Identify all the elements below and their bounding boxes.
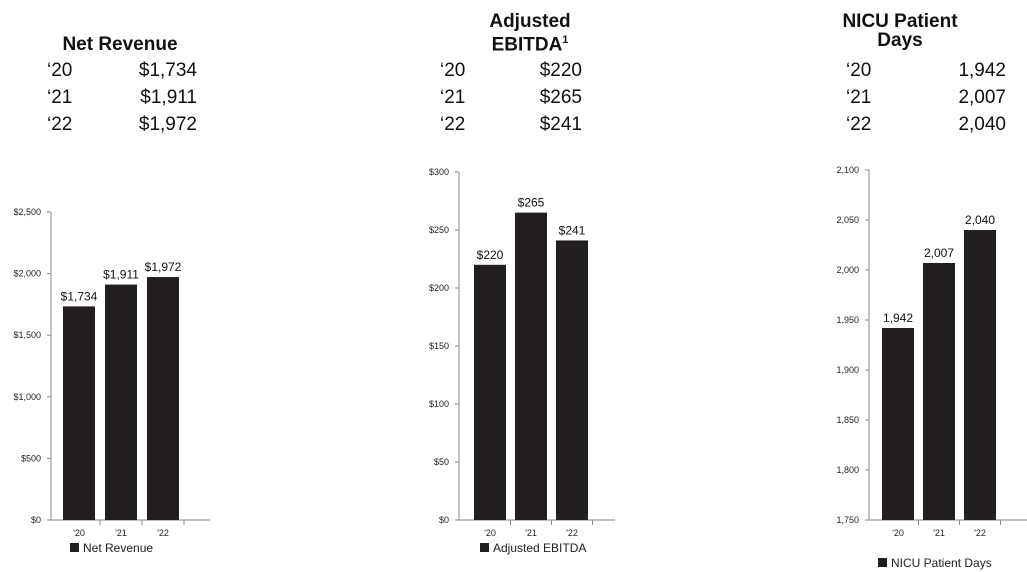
x-tick-label: '21 [933,528,945,538]
summary-title: NICU Patient Days [810,12,990,50]
summary-year: ‘20 [440,60,466,81]
bar [964,230,996,520]
summary-title: Adjusted EBITDA1 [430,12,630,54]
x-tick-label: '22 [157,528,169,538]
x-tick-label: '22 [974,528,986,538]
summary-value: 2,007 [958,87,1006,108]
summary-value: 1,942 [958,60,1006,81]
summary-value: $220 [539,60,582,81]
legend-swatch [480,543,489,552]
y-tick-label: 2,100 [836,165,859,175]
summary-value: $1,911 [140,87,197,108]
y-tick-label: $100 [429,399,449,409]
summary-title-line2: Days [877,30,923,51]
summary-year: ‘21 [440,87,466,108]
summary-year: ‘22 [846,114,872,135]
y-tick-label: 2,000 [836,265,859,275]
legend-label: Adjusted EBITDA [493,541,586,555]
y-tick-label: 1,950 [836,315,859,325]
y-tick-label: $500 [21,453,41,463]
summary-value: $1,734 [138,60,197,81]
bar [882,328,914,520]
legend-swatch [70,543,79,552]
summary-title-line1: NICU Patient [842,11,958,32]
y-tick-label: $1,500 [13,330,41,340]
summary-year: ‘22 [47,114,73,135]
summary-year: ‘20 [846,60,872,81]
bar [105,284,137,520]
bar [556,240,588,520]
panel-nicu-patient-days: NICU Patient Days ‘20 1,942 ‘21 2,007 ‘2… [680,0,1027,572]
summary-value: $241 [539,114,582,135]
summary-year: ‘21 [846,87,872,108]
data-label: $1,972 [145,260,182,274]
y-tick-label: $2,500 [13,207,41,217]
legend-swatch [878,558,887,567]
bar [63,306,95,520]
x-tick-label: '20 [484,528,496,538]
y-tick-label: $300 [429,167,449,177]
bar [147,277,179,520]
legend-label: Net Revenue [83,541,153,555]
y-tick-label: $2,000 [13,269,41,279]
summary-value: 2,040 [958,114,1006,135]
data-label: $220 [477,248,504,262]
summary-year: ‘20 [47,60,73,81]
summary-value: $1,972 [138,114,197,135]
x-tick-label: '22 [566,528,578,538]
data-label: $265 [518,196,545,210]
y-tick-label: $0 [439,515,449,525]
bar [515,212,547,520]
bar [474,264,506,520]
y-tick-label: $250 [429,225,449,235]
y-tick-label: 2,050 [836,215,859,225]
footnote-marker: 1 [562,34,569,46]
y-tick-label: $0 [31,515,41,525]
summary-title-line1: Adjusted [489,11,571,32]
y-tick-label: $50 [434,457,449,467]
panel-adjusted-ebitda: Adjusted EBITDA1 ‘20 $220 ‘21 $265 ‘22 $… [340,0,680,572]
summary-year: ‘22 [440,114,466,135]
legend-label: NICU Patient Days [891,556,992,570]
summary-title-line2: EBITDA [491,34,563,56]
x-tick-label: '21 [525,528,537,538]
x-tick-label: '20 [892,528,904,538]
data-label: $241 [559,223,586,237]
summary-value: $265 [539,87,582,108]
y-tick-label: 1,800 [836,465,859,475]
data-label: $1,911 [103,268,139,282]
x-tick-label: '21 [115,528,127,538]
data-label: 2,007 [924,246,954,260]
x-tick-label: '20 [73,528,85,538]
bar [923,263,955,520]
summary-title: Net Revenue [62,34,178,55]
data-label: 1,942 [883,311,913,325]
data-label: 2,040 [965,213,995,227]
y-tick-label: 1,750 [836,515,859,525]
y-tick-label: $200 [429,283,449,293]
panel-net-revenue: Net Revenue ‘20 $1,734 ‘21 $1,911 ‘22 $1… [0,0,340,572]
y-tick-label: $150 [429,341,449,351]
summary-year: ‘21 [47,87,73,108]
y-tick-label: 1,850 [836,415,859,425]
y-tick-label: 1,900 [836,365,859,375]
data-label: $1,734 [61,289,98,303]
y-tick-label: $1,000 [13,392,41,402]
